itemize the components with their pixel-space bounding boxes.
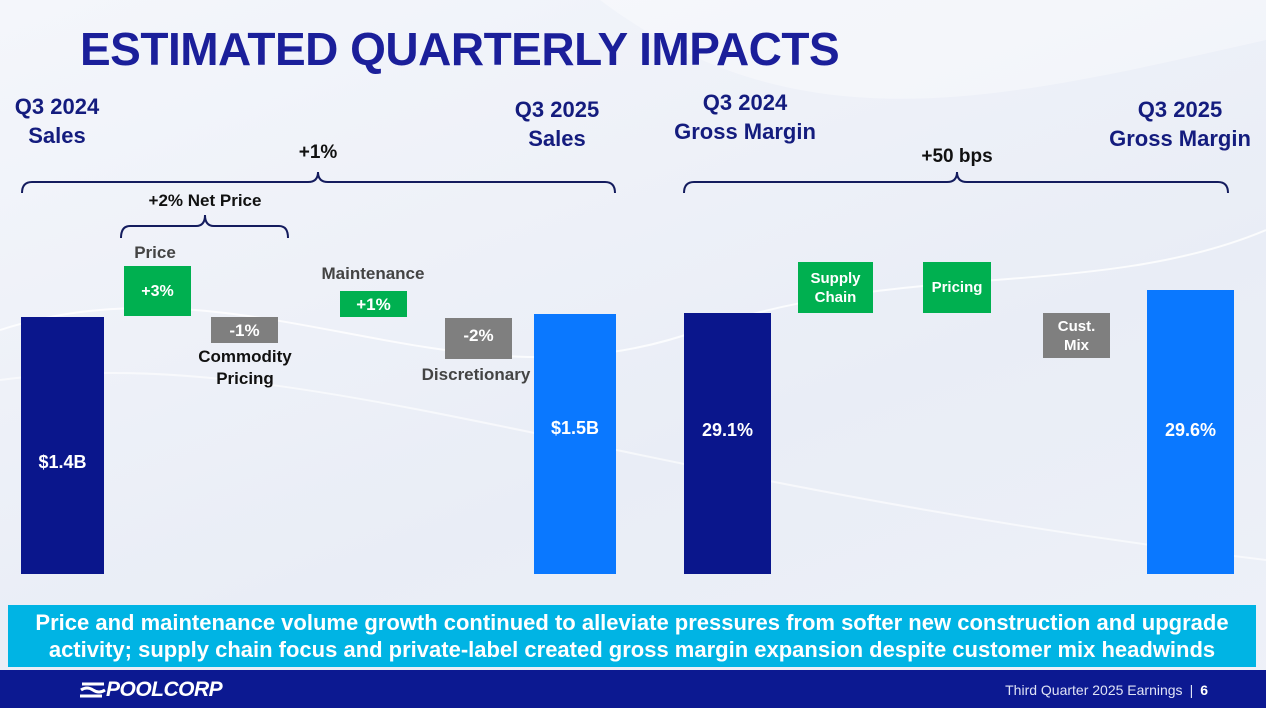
price-label: Price: [134, 243, 176, 262]
sales-end-value: $1.5B: [550, 418, 600, 438]
pricing-step: Pricing: [923, 262, 991, 313]
discretionary-step: -2%: [445, 318, 512, 359]
page-title: ESTIMATED QUARTERLY IMPACTS: [80, 23, 840, 75]
supply-chain-step: Supply Chain: [798, 262, 873, 313]
sales-start-header: Q3 2024 Sales: [14, 94, 100, 148]
footer-title: Third Quarter 2025 Earnings: [1005, 682, 1183, 698]
summary-callout: Price and maintenance volume growth cont…: [8, 605, 1256, 667]
margin-end-header: Q3 2025 Gross Margin: [1109, 97, 1251, 151]
customer-mix-step: Cust. Mix: [1043, 313, 1110, 358]
sales-start-bar: $1.4B: [21, 317, 104, 574]
sales-start-value: $1.4B: [38, 452, 87, 472]
footer: POOLCORP Third Quarter 2025 Earnings | 6: [0, 670, 1266, 708]
commodity-label: Commodity Pricing: [198, 347, 292, 388]
sales-end-bar: $1.5B: [534, 314, 616, 574]
commodity-step: -1%: [211, 317, 278, 343]
sales-end-header: Q3 2025 Sales: [514, 97, 600, 151]
maintenance-step: +1%: [340, 291, 407, 317]
price-step: +3%: [124, 266, 191, 316]
footer-text: Third Quarter 2025 Earnings | 6: [1005, 682, 1208, 698]
margin-start-header: Q3 2024 Gross Margin: [674, 90, 816, 144]
sales-total-change: +1%: [298, 142, 338, 163]
page-number: 6: [1200, 682, 1208, 698]
wave-logo-icon: [80, 682, 106, 698]
margin-start-bar: 29.1%: [684, 313, 771, 574]
margin-end-bar: 29.6%: [1147, 290, 1234, 574]
margin-end-value: 29.6%: [1164, 420, 1217, 440]
margin-total-bracket: [683, 171, 1229, 194]
net-price-bracket: [120, 214, 289, 239]
poolcorp-logo: POOLCORP: [80, 678, 223, 702]
net-price-label: +2% Net Price: [148, 191, 262, 210]
discretionary-label: Discretionary: [421, 365, 531, 384]
sales-total-bracket: [21, 171, 616, 194]
margin-start-value: 29.1%: [701, 420, 754, 440]
maintenance-label: Maintenance: [321, 264, 425, 283]
margin-total-change: +50 bps: [921, 146, 993, 167]
